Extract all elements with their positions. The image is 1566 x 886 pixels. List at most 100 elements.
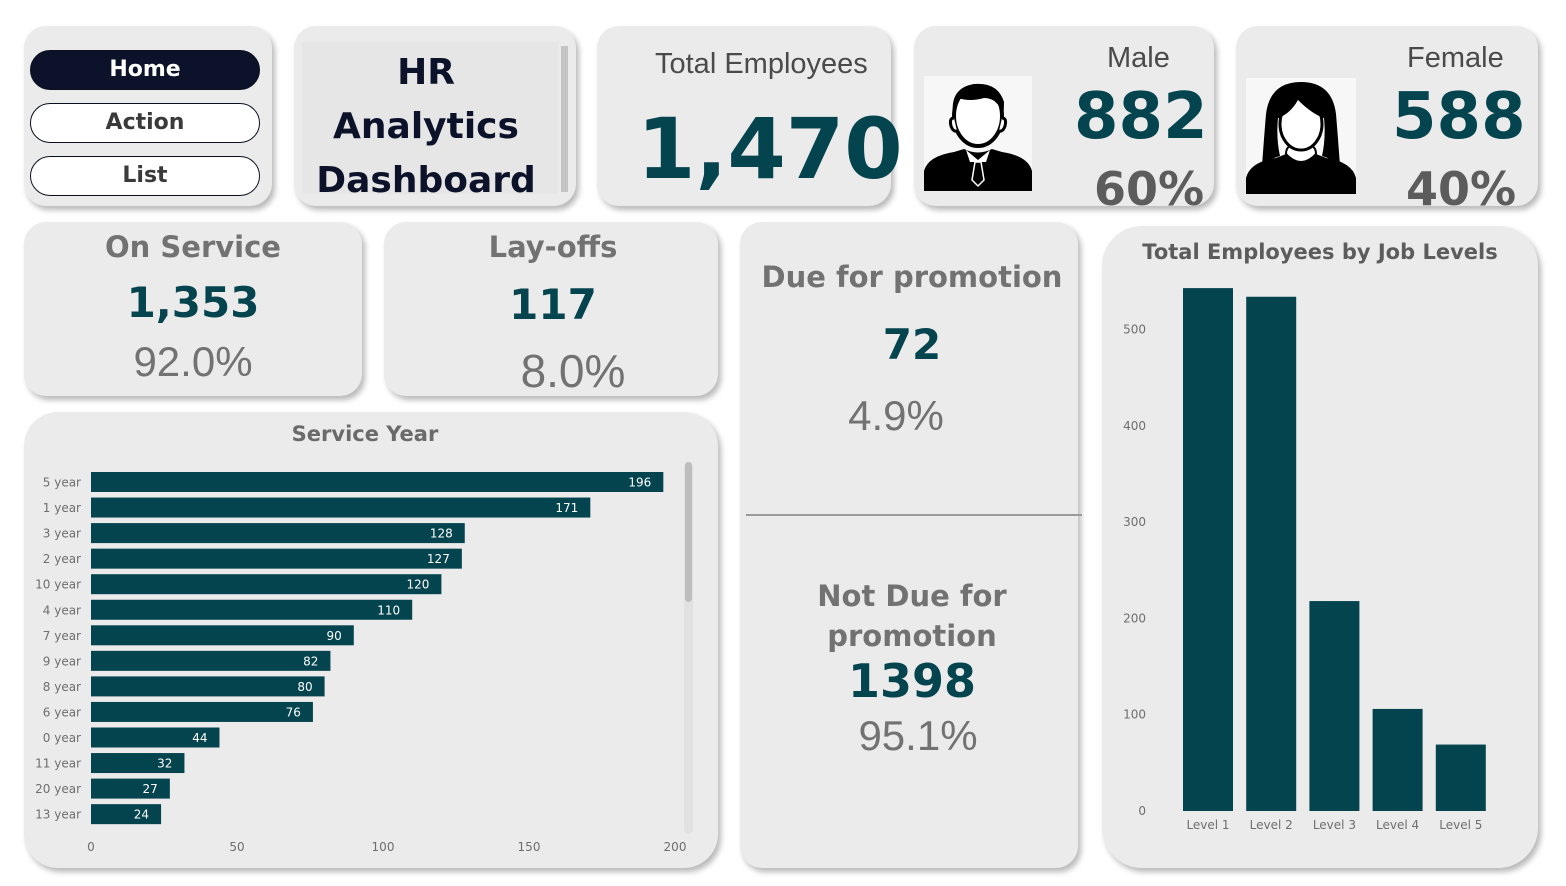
service-year-category-label: 1 year xyxy=(43,501,81,515)
job-levels-chart: Level 1 Level 2 Level 3 Level 4 Level 5 0 100 2… xyxy=(1123,288,1486,832)
service-year-x-tick: 0 xyxy=(87,840,95,854)
service-year-data-label: 80 xyxy=(297,680,312,694)
job-level-bar[interactable] xyxy=(1183,288,1233,811)
job-level-bar[interactable] xyxy=(1435,744,1486,811)
service-year-category-label: 8 year xyxy=(43,680,81,694)
service-year-category-label: 6 year xyxy=(43,705,81,719)
service-year-data-label: 127 xyxy=(427,552,450,566)
action-button[interactable]: Action xyxy=(30,103,260,143)
job-level-category-label: Level 3 xyxy=(1313,818,1356,832)
not-due-promotion-percentage: 95.1% xyxy=(858,712,978,759)
job-level-category-label: Level 1 xyxy=(1186,818,1229,832)
service-year-bar[interactable] xyxy=(91,472,664,492)
service-year-scrollbar-track[interactable] xyxy=(684,462,693,834)
service-year-category-label: 2 year xyxy=(43,552,81,566)
service-year-bar[interactable] xyxy=(91,804,162,825)
service-year-bar[interactable] xyxy=(91,574,442,595)
service-year-data-label: 171 xyxy=(555,501,578,515)
service-year-x-tick: 50 xyxy=(229,840,244,854)
job-level-y-tick: 500 xyxy=(1123,323,1146,337)
job-level-y-tick: 0 xyxy=(1138,804,1146,818)
service-year-category-label: 11 year xyxy=(35,757,81,771)
service-year-scrollbar-thumb[interactable] xyxy=(685,462,692,602)
service-year-category-label: 9 year xyxy=(43,654,81,668)
total-employees-value: 1,470 xyxy=(637,100,903,198)
service-year-x-tick: 100 xyxy=(372,840,395,854)
service-year-data-label: 24 xyxy=(134,808,149,822)
layoffs-percentage: 8.0% xyxy=(520,345,626,397)
service-year-bar[interactable] xyxy=(91,599,413,620)
job-level-y-tick: 100 xyxy=(1123,708,1146,722)
service-year-data-label: 27 xyxy=(143,782,158,796)
title-line-2: Analytics xyxy=(333,106,519,147)
service-year-data-label: 128 xyxy=(430,527,453,541)
job-level-bar[interactable] xyxy=(1372,708,1423,811)
service-year-category-label: 3 year xyxy=(43,527,81,541)
job-levels-chart-card: Total Employees by Job Levels Level 1 Lev… xyxy=(1102,226,1538,868)
service-year-chart: 5 year 196 1 year 171 3 year 128 2 year 127 10 y… xyxy=(35,472,687,854)
service-year-data-label: 90 xyxy=(327,629,342,643)
male-label: Male xyxy=(1107,42,1170,74)
service-year-x-tick: 150 xyxy=(518,840,541,854)
job-level-y-tick: 400 xyxy=(1123,419,1146,433)
promotion-divider xyxy=(746,514,1082,516)
not-due-promotion-count: 1398 xyxy=(847,654,977,708)
job-level-category-label: Level 5 xyxy=(1439,818,1482,832)
service-year-data-label: 44 xyxy=(192,731,207,745)
service-year-bar[interactable] xyxy=(91,523,465,544)
service-year-x-tick: 200 xyxy=(664,840,687,854)
title-scrollbar[interactable] xyxy=(561,46,568,192)
service-year-bar[interactable] xyxy=(91,778,170,799)
female-count: 588 xyxy=(1392,80,1526,154)
service-year-category-label: 5 year xyxy=(43,476,81,490)
female-card: Female 588 40% xyxy=(1236,26,1538,216)
service-year-bar[interactable] xyxy=(91,676,325,697)
service-year-chart-title: Service Year xyxy=(291,422,439,446)
layoffs-label: Lay-offs xyxy=(488,230,618,264)
on-service-percentage: 92.0% xyxy=(133,338,253,385)
service-year-bar[interactable] xyxy=(91,727,220,748)
service-year-category-label: 4 year xyxy=(43,603,81,617)
layoffs-count: 117 xyxy=(509,280,597,329)
not-due-promotion-label: Not Due for promotion xyxy=(740,576,1084,656)
service-year-bar[interactable] xyxy=(91,497,591,518)
service-year-data-label: 120 xyxy=(406,578,429,592)
service-year-bar[interactable] xyxy=(91,701,313,722)
service-year-data-label: 196 xyxy=(628,476,651,490)
on-service-label: On Service xyxy=(105,230,281,264)
promotion-card: Due for promotion 72 4.9% Not Due for pr… xyxy=(740,222,1082,868)
not-due-label-line-1: Not Due for xyxy=(817,579,1007,613)
service-year-data-label: 110 xyxy=(377,603,400,617)
male-card: Male 882 60% xyxy=(914,26,1214,216)
not-due-label-line-2: promotion xyxy=(827,619,997,653)
due-promotion-label: Due for promotion xyxy=(761,260,1063,294)
service-year-data-label: 82 xyxy=(303,654,318,668)
job-level-y-tick: 300 xyxy=(1123,515,1146,529)
job-level-y-tick: 200 xyxy=(1123,611,1146,625)
service-year-category-label: 10 year xyxy=(35,578,81,592)
on-service-count: 1,353 xyxy=(126,278,260,327)
male-count: 882 xyxy=(1074,80,1208,154)
title-line-1: HR xyxy=(397,52,455,93)
job-level-bar[interactable] xyxy=(1246,296,1297,811)
service-year-bar[interactable] xyxy=(91,625,354,646)
nav-card: Home Action List xyxy=(24,26,272,206)
female-avatar-icon xyxy=(1246,78,1356,194)
home-button[interactable]: Home xyxy=(30,50,260,90)
total-employees-card: Total Employees 1,470 xyxy=(597,26,903,206)
job-level-bar[interactable] xyxy=(1309,601,1360,811)
service-year-bar[interactable] xyxy=(91,548,462,569)
female-percentage: 40% xyxy=(1406,162,1517,216)
list-button[interactable]: List xyxy=(30,156,260,196)
service-year-bar[interactable] xyxy=(91,650,331,671)
male-avatar-icon xyxy=(924,76,1032,191)
title-line-3: Dashboard xyxy=(316,160,536,201)
service-year-data-label: 32 xyxy=(157,757,172,771)
service-year-category-label: 20 year xyxy=(35,782,81,796)
service-year-bar[interactable] xyxy=(91,753,185,774)
service-year-data-label: 76 xyxy=(286,705,301,719)
service-year-category-label: 13 year xyxy=(35,808,81,822)
service-year-chart-card: Service Year 5 year 196 1 year 171 3 year 128… xyxy=(24,412,718,868)
female-label: Female xyxy=(1407,42,1504,74)
service-year-category-label: 0 year xyxy=(43,731,81,745)
